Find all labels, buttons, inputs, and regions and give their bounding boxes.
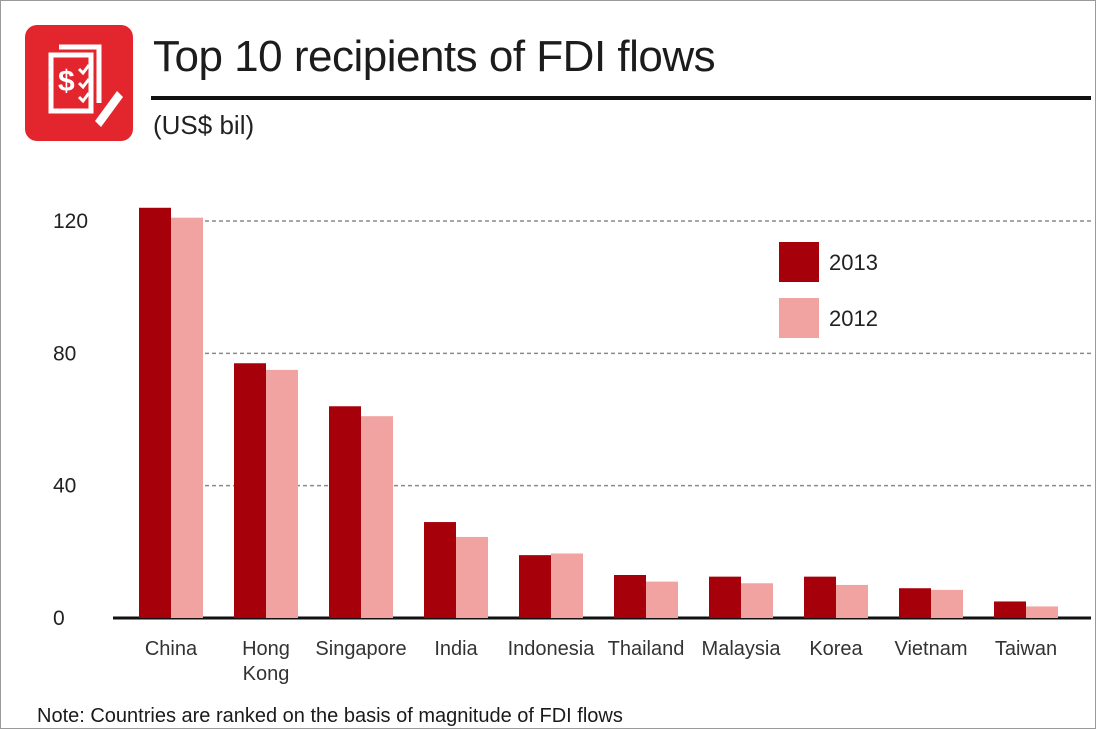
chart-subtitle: (US$ bil): [153, 110, 255, 140]
x-tick-label: Malaysia: [702, 638, 782, 660]
bar-2013-singapore: [329, 406, 361, 618]
bar-2012-malaysia: [741, 583, 773, 618]
bar-2013-thailand: [614, 574, 646, 618]
legend-label-2013: 2013: [829, 250, 878, 275]
y-tick-label: 40: [53, 475, 76, 498]
bar-2012-singapore: [361, 416, 393, 618]
x-tick-label: Thailand: [608, 638, 685, 660]
x-tick-label: India: [434, 638, 478, 660]
chart-title: Top 10 recipients of FDI flows: [153, 32, 716, 81]
x-tick-label: Korea: [809, 638, 863, 660]
x-tick-label: China: [145, 638, 198, 660]
bar-2013-taiwan: [994, 601, 1026, 618]
x-tick-label: Indonesia: [508, 638, 596, 660]
bar-2012-china: [171, 217, 203, 619]
title-divider: [151, 96, 1091, 100]
bar-2012-korea: [836, 584, 868, 618]
y-tick-label: 120: [53, 210, 88, 233]
money-document-icon: $: [25, 25, 133, 141]
bar-2013-china: [139, 207, 171, 618]
legend-swatch-2013: [779, 242, 819, 282]
bar-2012-taiwan: [1026, 606, 1058, 618]
legend-swatch-2012: [779, 298, 819, 338]
bar-2013-korea: [804, 576, 836, 618]
bar-2013-vietnam: [899, 588, 931, 618]
x-tick-label: Hong Kong: [242, 638, 290, 685]
bar-2012-vietnam: [931, 589, 963, 618]
bar-2012-india: [456, 536, 488, 618]
bar-2013-indonesia: [519, 555, 551, 618]
bar-2012-indonesia: [551, 553, 583, 618]
bar-2013-india: [424, 522, 456, 618]
legend-label-2012: 2012: [829, 306, 878, 331]
y-tick-label: 0: [53, 607, 65, 630]
bar-2012-thailand: [646, 581, 678, 618]
chart-note: Note: Countries are ranked on the basis …: [37, 705, 623, 727]
bar-2013-hong-kong: [234, 363, 266, 618]
y-tick-label: 80: [53, 342, 76, 365]
bar-2013-malaysia: [709, 576, 741, 618]
x-tick-label: Singapore: [315, 638, 406, 660]
svg-text:$: $: [58, 65, 75, 98]
bar-2012-hong-kong: [266, 369, 298, 618]
x-tick-label: Taiwan: [995, 638, 1057, 660]
x-tick-label: Vietnam: [894, 638, 967, 660]
